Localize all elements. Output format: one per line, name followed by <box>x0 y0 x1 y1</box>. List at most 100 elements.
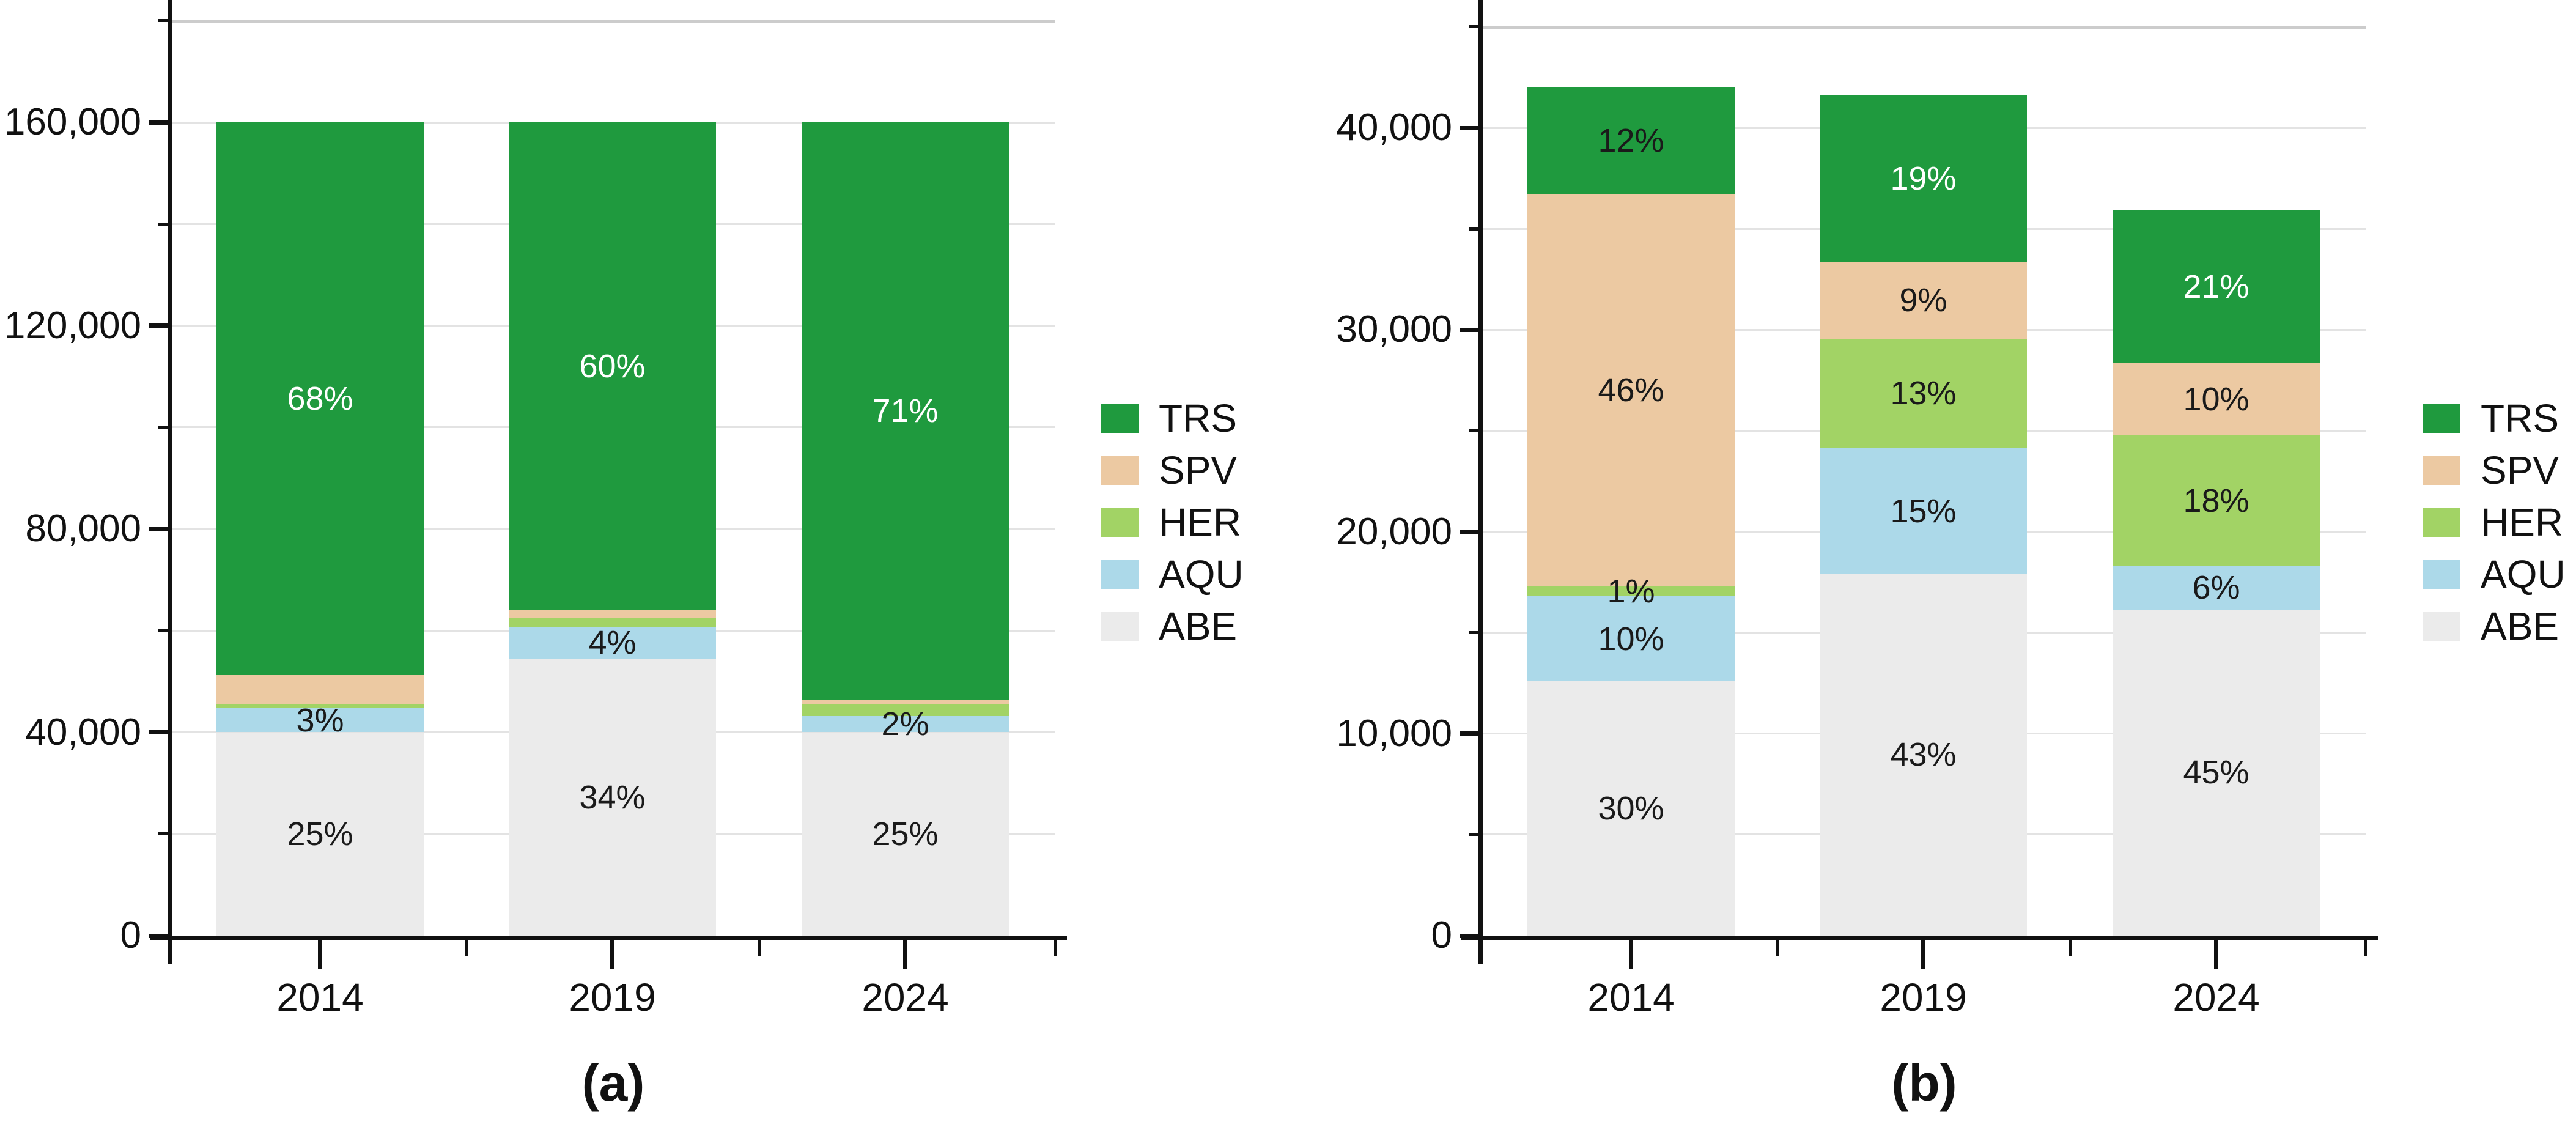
value-label-aqu-2014: 3% <box>296 701 344 739</box>
legend-swatch-abe <box>2423 612 2460 641</box>
y-axis-line <box>1478 0 1483 964</box>
value-label-aqu-2024: 2% <box>881 706 929 743</box>
y-major-tick <box>149 730 168 734</box>
x-minor-tick <box>1776 940 1779 956</box>
legend-label: TRS <box>2481 396 2559 440</box>
bar-segment-abe-2019 <box>509 659 716 936</box>
bar-segment-abe-2014 <box>1527 681 1735 936</box>
value-label-her-2014: 1% <box>1607 572 1655 610</box>
value-label-spv-2019: 9% <box>1899 282 1947 319</box>
x-major-tick <box>318 940 322 969</box>
legend-item-abe: ABE <box>2423 606 2576 646</box>
gridline <box>172 20 1055 23</box>
panel-b-legend: TRS SPV HER AQU ABE <box>2423 0 2576 1127</box>
value-label-aqu-2019: 15% <box>1890 492 1957 530</box>
y-tick-label: 120,000 <box>4 304 141 347</box>
bar-segment-her-2024 <box>2113 435 2320 566</box>
value-label-aqu-2014: 10% <box>1598 620 1664 657</box>
y-major-tick <box>1460 731 1478 736</box>
legend-swatch-spv <box>1101 456 1139 485</box>
y-major-tick <box>149 933 168 938</box>
bar-segment-aqu-2014 <box>216 708 424 733</box>
value-label-aqu-2019: 4% <box>588 624 637 662</box>
value-label-abe-2024: 25% <box>872 815 939 852</box>
y-axis-line <box>168 0 172 964</box>
legend-item-trs: TRS <box>1101 398 1260 438</box>
value-label-spv-2014: 46% <box>1598 372 1664 409</box>
value-label-abe-2014: 25% <box>287 815 353 852</box>
value-label-abe-2024: 45% <box>2183 754 2249 791</box>
value-label-her-2019: 13% <box>1890 375 1957 412</box>
value-label-abe-2014: 30% <box>1598 789 1664 827</box>
legend-label: HER <box>1159 500 1242 544</box>
y-minor-tick <box>158 222 168 226</box>
x-axis-line <box>150 936 1067 940</box>
panel-b-plot-area: 30% 10% 1% 46% 12% 43% 15% 13% 9% 19% 45% 6% 18% 10% 2… <box>1336 0 2378 1019</box>
y-minor-tick <box>158 629 168 632</box>
legend-item-spv: SPV <box>2423 450 2576 490</box>
x-tick-label-2019: 2019 <box>1880 975 1967 1019</box>
bar-segment-her-2019 <box>509 618 716 627</box>
x-minor-tick <box>1053 940 1057 956</box>
bar-segment-aqu-2014 <box>1527 596 1735 681</box>
bar-segment-her-2014 <box>216 703 424 708</box>
legend-label: TRS <box>1159 396 1237 440</box>
y-major-tick <box>149 120 168 125</box>
bar-segment-trs-2024 <box>802 122 1009 700</box>
legend-item-her: HER <box>1101 502 1260 542</box>
legend-label: ABE <box>2481 604 2559 648</box>
legend-swatch-aqu <box>1101 560 1139 589</box>
y-tick-label: 10,000 <box>1336 712 1452 755</box>
legend-label: SPV <box>2481 448 2559 492</box>
x-axis-line <box>1461 936 2378 940</box>
y-major-tick <box>149 323 168 328</box>
y-tick-label: 80,000 <box>25 508 141 550</box>
y-tick-label: 0 <box>120 914 141 956</box>
x-tick-label-2019: 2019 <box>569 975 656 1019</box>
legend-item-her: HER <box>2423 502 2576 542</box>
bar-segment-aqu-2024 <box>2113 566 2320 610</box>
bar-segment-spv-2014 <box>216 675 424 704</box>
legend-item-abe: ABE <box>1101 606 1260 646</box>
bar-segment-abe-2019 <box>1820 574 2027 936</box>
bar-segment-aqu-2019 <box>509 626 716 659</box>
bar-segment-trs-2024 <box>2113 210 2320 363</box>
bar-segment-trs-2014 <box>1527 87 1735 194</box>
gridline <box>1483 26 2366 29</box>
value-label-trs-2024: 21% <box>2183 268 2249 306</box>
value-label-spv-2024: 10% <box>2183 381 2249 418</box>
legend-swatch-her <box>2423 508 2460 537</box>
x-tick-label-2014: 2014 <box>1587 975 1675 1019</box>
bar-segment-spv-2019 <box>1820 262 2027 339</box>
value-label-abe-2019: 43% <box>1890 736 1957 774</box>
bar-segment-trs-2014 <box>216 122 424 676</box>
value-label-trs-2019: 60% <box>579 348 646 385</box>
panel-b: 30% 10% 1% 46% 12% 43% 15% 13% 9% 19% 45% 6% 18% 10% 2… <box>1336 0 2378 1127</box>
bar-segment-aqu-2024 <box>802 715 1009 733</box>
legend-item-spv: SPV <box>1101 450 1260 490</box>
legend-label: ABE <box>1159 604 1238 648</box>
x-tick-label-2024: 2024 <box>862 975 949 1019</box>
legend-label: HER <box>2481 500 2564 544</box>
x-major-tick <box>610 940 614 969</box>
y-minor-tick <box>158 832 168 836</box>
legend-swatch-trs <box>2423 404 2460 433</box>
panel-a-caption: (a) <box>581 1054 645 1112</box>
value-label-trs-2014: 12% <box>1598 122 1664 160</box>
x-major-tick <box>2214 940 2218 969</box>
y-tick-label: 160,000 <box>4 101 141 143</box>
bar-segment-her-2019 <box>1820 339 2027 448</box>
x-minor-tick <box>465 940 468 956</box>
bar-segment-her-2014 <box>1527 586 1735 597</box>
value-label-aqu-2024: 6% <box>2192 569 2240 607</box>
y-tick-label: 40,000 <box>1336 106 1452 149</box>
bar-segment-spv-2014 <box>1527 194 1735 586</box>
y-minor-tick <box>158 19 168 23</box>
bar-segment-spv-2024 <box>802 700 1009 704</box>
y-minor-tick <box>158 426 168 429</box>
value-label-trs-2019: 19% <box>1890 160 1957 198</box>
y-major-tick <box>1460 125 1478 130</box>
value-label-her-2024: 18% <box>2183 482 2249 519</box>
y-minor-tick <box>1469 429 1478 432</box>
